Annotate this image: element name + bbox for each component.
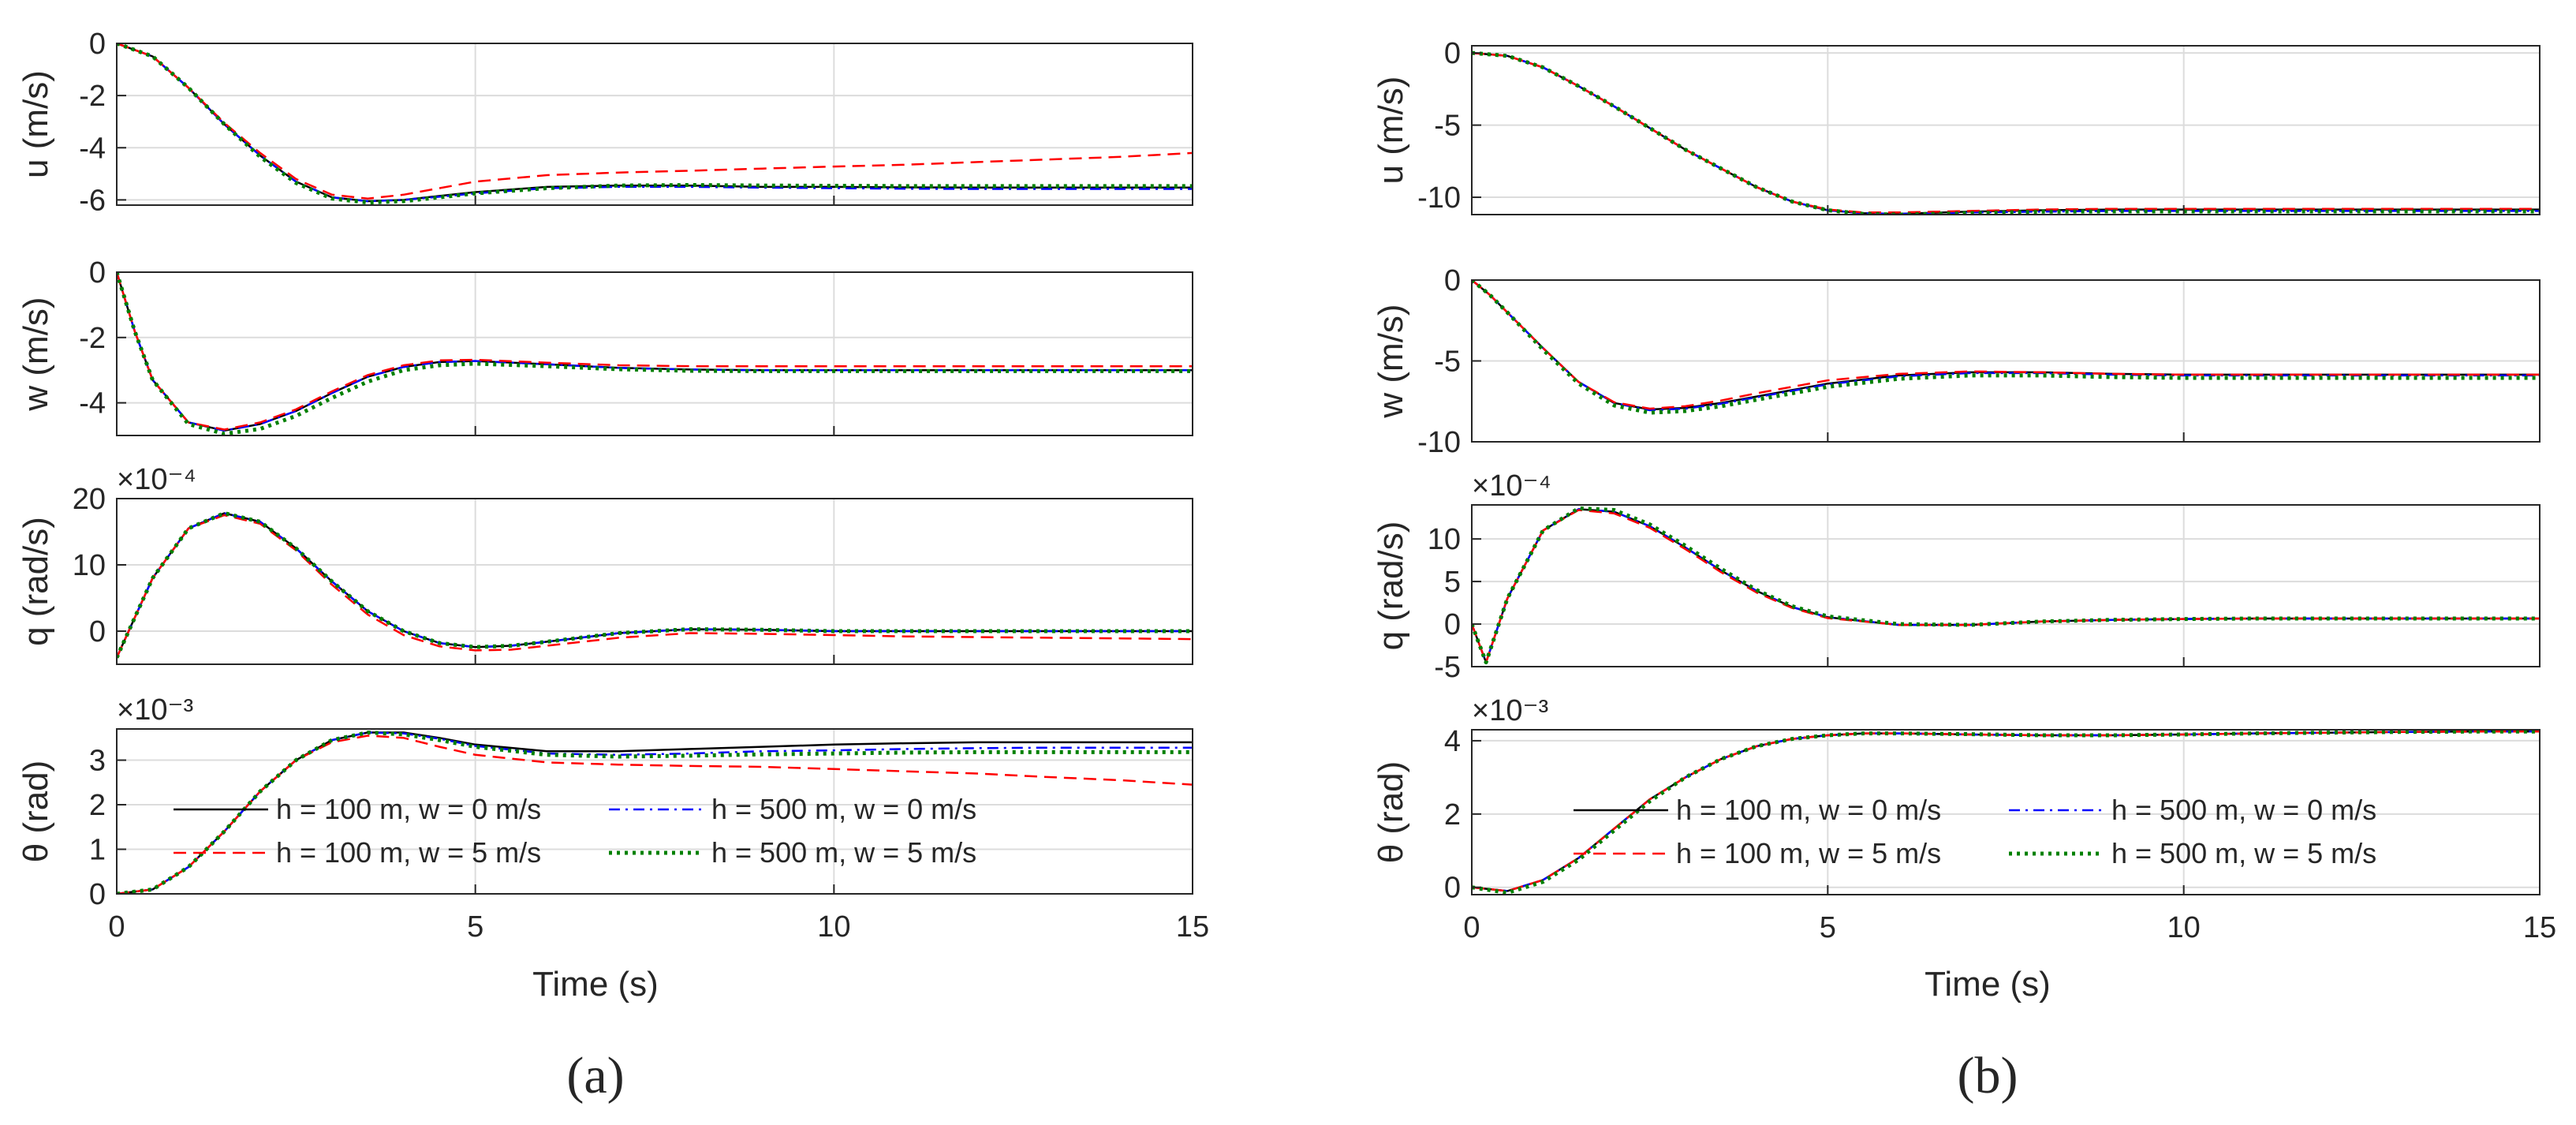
y-tick-label: 2 (89, 789, 106, 822)
series-line-3 (117, 514, 1193, 659)
y-tick-label: -2 (79, 322, 106, 355)
y-tick-label: -2 (79, 80, 106, 113)
y-axis-label: θ (rad) (1372, 761, 1410, 864)
y-tick-label: 4 (1444, 725, 1461, 758)
y-tick-label: 20 (73, 483, 106, 516)
y-tick-label: 2 (1444, 798, 1461, 832)
legend: h = 100 m, w = 0 m/s h = 500 m, w = 0 m/s… (174, 793, 976, 869)
series-line-2 (117, 272, 1193, 432)
y-tick-label: 0 (89, 28, 106, 61)
y-tick-label: 3 (89, 745, 106, 778)
y-tick-label: -4 (79, 132, 106, 165)
axis-exponent: ×10⁻³ (1472, 694, 1548, 727)
subplot-3: 20 10 0 q (rad/s) ×10⁻⁴ (17, 463, 1193, 665)
series-line-3 (1472, 280, 2540, 410)
axis-exponent: ×10⁻³ (117, 693, 193, 727)
y-axis-label: u (m/s) (1372, 77, 1410, 185)
subplot-2: 0 -5 -10w (m/s) (1372, 264, 2541, 459)
axes-box (116, 498, 1193, 665)
subplot-3: 10 5 0 -5 q (rad/s) ×10⁻⁴ (1372, 469, 2541, 684)
y-tick-label: -5 (1434, 110, 1461, 143)
axes-box (1471, 729, 2541, 895)
subplot-1: 0 -5 -10u (m/s) (1372, 37, 2541, 215)
y-axis-label: θ (rad) (17, 761, 55, 863)
x-tick-label: 10 (817, 910, 850, 944)
y-axis-label: u (m/s) (17, 70, 55, 178)
y-axis-label: w (m/s) (17, 297, 55, 411)
legend-entry: h = 100 m, w = 5 m/s (1676, 837, 1941, 869)
x-tick-label: 5 (1820, 911, 1836, 944)
axes-box (1471, 45, 2541, 215)
legend-entry: h = 500 m, w = 5 m/s (711, 836, 976, 869)
axes-box (116, 43, 1193, 206)
series-line-4 (1472, 280, 2540, 415)
y-tick-label: -6 (79, 184, 106, 217)
x-tick-label: 0 (108, 910, 125, 944)
y-tick-label: -5 (1434, 346, 1461, 379)
series-line-4 (1472, 50, 2540, 215)
series-line-4 (117, 511, 1193, 659)
series-line-4 (117, 43, 1193, 205)
y-axis-label: w (m/s) (1372, 304, 1410, 418)
legend-entry: h = 100 m, w = 5 m/s (276, 836, 541, 869)
series-line-4 (1472, 506, 2540, 665)
y-tick-label: 0 (1444, 608, 1461, 641)
y-tick-label: 0 (1444, 264, 1461, 297)
panel-label: (a) (566, 1047, 624, 1104)
series-line-3 (117, 734, 1193, 894)
axes-box (116, 271, 1193, 436)
legend-entry: h = 100 m, w = 0 m/s (1676, 794, 1941, 826)
x-tick-label: 0 (1463, 911, 1480, 944)
x-tick-label: 15 (2523, 911, 2556, 944)
x-tick-label: 15 (1176, 910, 1209, 944)
subplot-1: 0 -2 -4 -6 u (m/s) (17, 28, 1193, 217)
x-axis-label: Time (s) (1925, 965, 2051, 1004)
axes-box (1471, 504, 2541, 667)
series-line-3 (1472, 51, 2540, 214)
panel-label: (b) (1958, 1047, 2018, 1104)
subplot-4: 4 2 00 5 10 15 θ (rad) ×10⁻³ (1372, 694, 2556, 944)
y-tick-label: 5 (1444, 566, 1461, 599)
y-axis-label: q (rad/s) (1372, 521, 1410, 651)
y-axis-label: q (rad/s) (17, 517, 55, 646)
y-tick-label: 10 (1428, 523, 1461, 556)
legend-entry: h = 500 m, w = 0 m/s (2111, 794, 2376, 826)
y-tick-label: 0 (1444, 872, 1461, 905)
series-line-2 (1472, 51, 2540, 215)
y-tick-label: -10 (1417, 426, 1461, 459)
axis-exponent: ×10⁻⁴ (117, 463, 196, 496)
series-line-3 (117, 43, 1193, 200)
y-tick-label: -4 (79, 387, 106, 420)
subplot-2: 0 -2 -4 w (m/s) (17, 256, 1193, 436)
y-tick-label: 0 (1444, 37, 1461, 70)
x-tick-label: 10 (2167, 911, 2201, 944)
y-tick-label: 10 (73, 549, 106, 582)
series-line-3 (1472, 731, 2540, 892)
x-axis-label: Time (s) (532, 965, 659, 1004)
y-tick-label: 0 (89, 615, 106, 648)
y-tick-label: 1 (89, 834, 106, 867)
legend-entry: h = 100 m, w = 0 m/s (276, 793, 541, 825)
axes-box (116, 728, 1193, 895)
x-tick-label: 5 (467, 910, 483, 944)
series-line-3 (117, 272, 1193, 431)
legend-entry: h = 500 m, w = 0 m/s (711, 793, 976, 825)
y-tick-label: 0 (89, 256, 106, 290)
y-tick-label: -5 (1434, 651, 1461, 684)
axis-exponent: ×10⁻⁴ (1472, 469, 1551, 503)
legend: h = 100 m, w = 0 m/s h = 500 m, w = 0 m/s… (1574, 794, 2376, 869)
y-tick-label: -10 (1417, 181, 1461, 215)
legend-entry: h = 500 m, w = 5 m/s (2111, 837, 2376, 869)
y-tick-label: 0 (89, 878, 106, 911)
